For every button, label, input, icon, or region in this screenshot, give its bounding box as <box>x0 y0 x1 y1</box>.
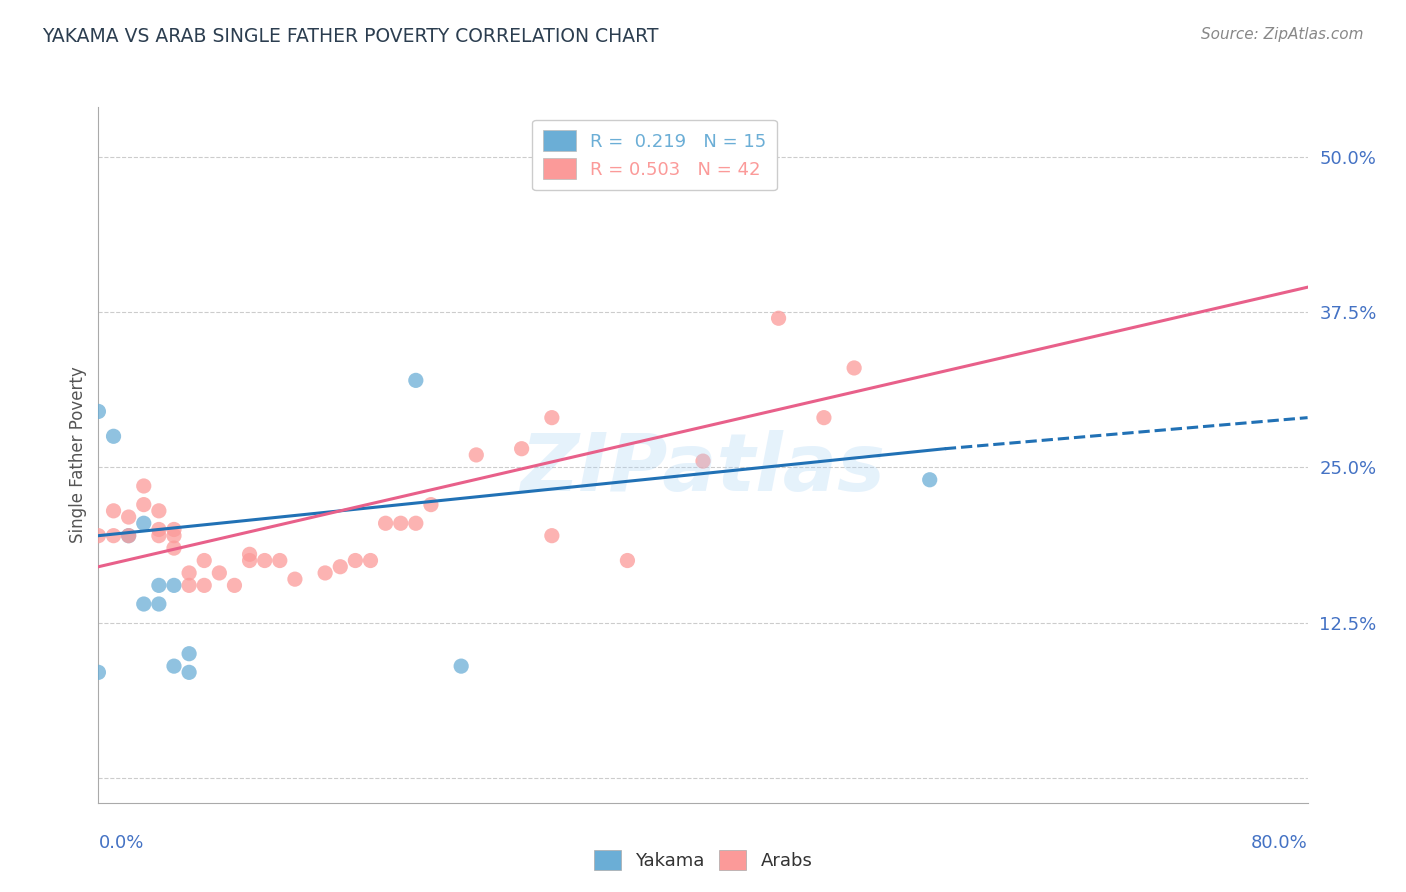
Point <box>163 541 186 555</box>
Point <box>87 665 110 680</box>
Point <box>314 566 336 580</box>
Text: YAKAMA VS ARAB SINGLE FATHER POVERTY CORRELATION CHART: YAKAMA VS ARAB SINGLE FATHER POVERTY COR… <box>42 27 658 45</box>
Point <box>118 529 141 543</box>
Point <box>284 572 307 586</box>
Text: Source: ZipAtlas.com: Source: ZipAtlas.com <box>1201 27 1364 42</box>
Point <box>918 473 941 487</box>
Text: ZIPatlas: ZIPatlas <box>520 430 886 508</box>
Point <box>405 516 427 531</box>
Point <box>103 529 125 543</box>
Point <box>163 523 186 537</box>
Point <box>813 410 835 425</box>
Legend: Yakama, Arabs: Yakama, Arabs <box>586 843 820 877</box>
Point <box>844 361 866 376</box>
Point <box>692 454 714 468</box>
Point <box>163 659 186 673</box>
Point <box>344 553 367 567</box>
Y-axis label: Single Father Poverty: Single Father Poverty <box>69 367 87 543</box>
Point <box>616 553 638 567</box>
Point <box>163 529 186 543</box>
Point <box>465 448 488 462</box>
Point <box>132 516 155 531</box>
Point <box>540 529 562 543</box>
Point <box>239 547 262 561</box>
Point <box>132 498 155 512</box>
Point <box>177 578 201 592</box>
Point <box>208 566 231 580</box>
Point <box>419 498 441 512</box>
Point <box>132 479 155 493</box>
Point <box>389 516 412 531</box>
Point <box>177 566 201 580</box>
Point <box>177 665 201 680</box>
Point <box>148 578 170 592</box>
Point <box>103 429 125 443</box>
Point <box>118 529 141 543</box>
Point <box>193 553 215 567</box>
Point <box>540 410 562 425</box>
Point <box>118 510 141 524</box>
Point <box>450 659 472 673</box>
Point <box>224 578 246 592</box>
Point <box>193 578 215 592</box>
Point <box>87 404 110 418</box>
Point <box>721 175 744 189</box>
Point <box>103 504 125 518</box>
Point <box>148 523 170 537</box>
Point <box>768 311 790 326</box>
Point <box>253 553 276 567</box>
Point <box>132 597 155 611</box>
Point <box>87 529 110 543</box>
Point <box>329 559 352 574</box>
Point <box>148 529 170 543</box>
Point <box>163 578 186 592</box>
Text: 0.0%: 0.0% <box>98 834 143 852</box>
Point <box>148 597 170 611</box>
Point <box>269 553 291 567</box>
Point <box>405 373 427 387</box>
Point <box>148 504 170 518</box>
Point <box>360 553 382 567</box>
Text: 80.0%: 80.0% <box>1251 834 1308 852</box>
Point <box>510 442 533 456</box>
Point <box>177 647 201 661</box>
Point <box>239 553 262 567</box>
Point <box>374 516 396 531</box>
